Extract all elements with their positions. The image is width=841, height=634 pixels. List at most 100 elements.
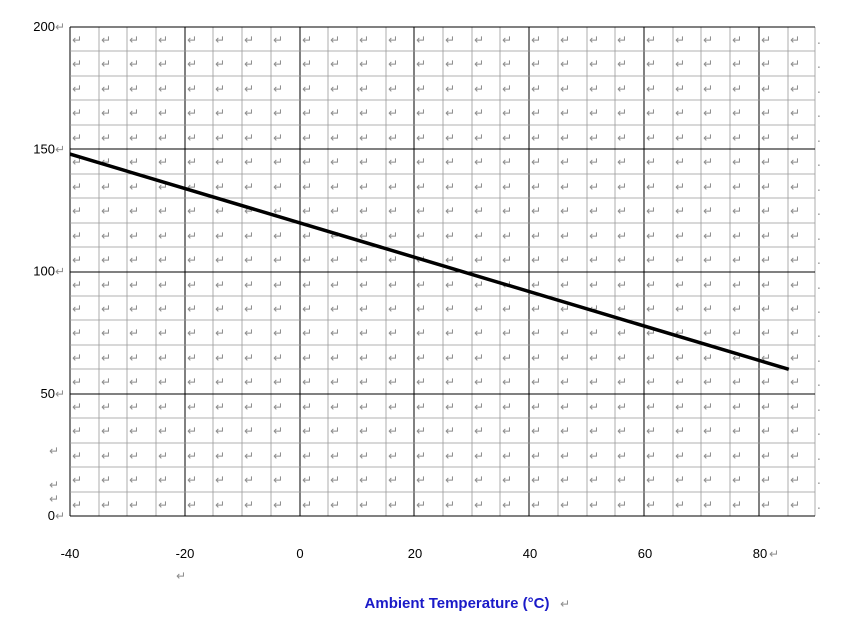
cell-return-mark: ↵ bbox=[560, 82, 570, 96]
cell-return-mark: ↵ bbox=[761, 57, 771, 71]
cell-return-mark: ↵ bbox=[388, 155, 398, 169]
cell-return-mark: ↵ bbox=[388, 131, 398, 145]
cell-return-mark: ↵ bbox=[617, 400, 627, 414]
cell-return-mark: ↵ bbox=[560, 473, 570, 487]
cell-return-mark: ↵ bbox=[158, 326, 168, 340]
cell-return-mark: ↵ bbox=[474, 424, 484, 438]
cell-return-mark: ↵ bbox=[502, 326, 512, 340]
cell-return-mark: ↵ bbox=[589, 375, 599, 389]
cell-return-mark: ↵ bbox=[761, 180, 771, 194]
cell-return-mark: ↵ bbox=[445, 351, 455, 365]
cell-return-mark: ↵ bbox=[244, 131, 254, 145]
cell-return-mark: ↵ bbox=[244, 57, 254, 71]
cell-return-mark: ↵ bbox=[474, 155, 484, 169]
cell-return-mark: ↵ bbox=[359, 278, 369, 292]
cell-return-mark: ↵ bbox=[330, 400, 340, 414]
cell-return-mark: ↵ bbox=[72, 326, 82, 340]
cell-return-mark: ↵ bbox=[302, 326, 312, 340]
cell-return-mark: ↵ bbox=[589, 498, 599, 512]
cell-return-mark: ↵ bbox=[761, 253, 771, 267]
cell-return-mark: ↵ bbox=[474, 180, 484, 194]
cell-return-mark: ↵ bbox=[129, 253, 139, 267]
cell-return-mark: ↵ bbox=[502, 131, 512, 145]
cell-return-mark: ↵ bbox=[244, 278, 254, 292]
cell-return-mark: ↵ bbox=[72, 131, 82, 145]
cell-return-mark: ↵ bbox=[617, 57, 627, 71]
cell-return-mark: ↵ bbox=[187, 400, 197, 414]
cell-return-mark: ↵ bbox=[129, 302, 139, 316]
cell-return-mark: ↵ bbox=[646, 57, 656, 71]
cell-return-mark: ↵ bbox=[589, 278, 599, 292]
cell-return-mark: ↵ bbox=[703, 131, 713, 145]
cell-return-mark: ↵ bbox=[675, 473, 685, 487]
cell-return-mark: ↵ bbox=[761, 351, 771, 365]
cell-return-mark: ↵ bbox=[502, 302, 512, 316]
cell-return-mark: ↵ bbox=[761, 473, 771, 487]
cell-return-mark: ↵ bbox=[158, 57, 168, 71]
cell-return-mark: ↵ bbox=[330, 278, 340, 292]
cell-return-mark: ↵ bbox=[187, 33, 197, 47]
cell-return-mark: ↵ bbox=[72, 33, 82, 47]
x-tick-return-mark: ↵ bbox=[769, 547, 779, 561]
cell-return-mark: ↵ bbox=[589, 155, 599, 169]
cell-return-mark: ↵ bbox=[502, 400, 512, 414]
cell-return-mark: ↵ bbox=[359, 57, 369, 71]
cell-return-mark: ↵ bbox=[129, 180, 139, 194]
cell-return-mark: ↵ bbox=[646, 473, 656, 487]
cell-return-mark: ↵ bbox=[589, 400, 599, 414]
cell-return-mark: ↵ bbox=[215, 180, 225, 194]
cell-return-mark: ↵ bbox=[416, 180, 426, 194]
cell-return-mark: ↵ bbox=[502, 106, 512, 120]
y-tick-label: 150 bbox=[33, 141, 55, 156]
cell-return-mark: ↵ bbox=[502, 33, 512, 47]
cell-return-mark: ↵ bbox=[790, 302, 800, 316]
cell-return-mark: ↵ bbox=[388, 498, 398, 512]
cell-return-mark: ↵ bbox=[474, 82, 484, 96]
cell-return-mark: ↵ bbox=[790, 473, 800, 487]
cell-return-mark: ↵ bbox=[388, 351, 398, 365]
cell-return-mark: ↵ bbox=[158, 278, 168, 292]
cell-return-mark: ↵ bbox=[474, 375, 484, 389]
cell-return-mark: ↵ bbox=[790, 375, 800, 389]
cell-return-mark: ↵ bbox=[330, 229, 340, 243]
cell-return-mark: ↵ bbox=[416, 229, 426, 243]
cell-return-mark: ↵ bbox=[273, 180, 283, 194]
cell-return-mark: ↵ bbox=[761, 131, 771, 145]
cell-return-mark: ↵ bbox=[359, 204, 369, 218]
cell-return-mark: ↵ bbox=[675, 33, 685, 47]
cell-return-mark: ↵ bbox=[617, 449, 627, 463]
cell-return-mark: ↵ bbox=[416, 278, 426, 292]
cell-return-mark: ↵ bbox=[531, 82, 541, 96]
cell-return-mark: ↵ bbox=[129, 57, 139, 71]
cell-return-mark: ↵ bbox=[732, 498, 742, 512]
cell-return-mark: ↵ bbox=[330, 82, 340, 96]
cell-return-mark: ↵ bbox=[129, 449, 139, 463]
cell-return-mark: ↵ bbox=[646, 82, 656, 96]
chart-grid bbox=[69, 26, 816, 517]
cell-return-mark: ↵ bbox=[703, 278, 713, 292]
cell-return-mark: ↵ bbox=[129, 498, 139, 512]
cell-return-mark: ↵ bbox=[215, 400, 225, 414]
cell-return-mark: ↵ bbox=[531, 302, 541, 316]
cell-return-mark: ↵ bbox=[761, 229, 771, 243]
cell-return-mark: ↵ bbox=[101, 473, 111, 487]
cell-return-mark: ↵ bbox=[72, 302, 82, 316]
cell-return-mark: ↵ bbox=[589, 302, 599, 316]
cell-return-mark: ↵ bbox=[445, 278, 455, 292]
cell-return-mark: ↵ bbox=[703, 473, 713, 487]
cell-return-mark: ↵ bbox=[589, 131, 599, 145]
cell-return-mark: ↵ bbox=[359, 82, 369, 96]
cell-return-mark: ↵ bbox=[560, 278, 570, 292]
cell-return-mark: ↵ bbox=[388, 180, 398, 194]
stray-return-mark: ↵ bbox=[49, 444, 59, 458]
cell-return-mark: ↵ bbox=[158, 351, 168, 365]
cell-return-mark: ↵ bbox=[416, 424, 426, 438]
cell-return-mark: ↵ bbox=[703, 180, 713, 194]
cell-return-mark: ↵ bbox=[215, 253, 225, 267]
cell-return-mark: ↵ bbox=[215, 424, 225, 438]
cell-return-mark: ↵ bbox=[531, 326, 541, 340]
cell-paragraph-marks: ↵ ↵ ↵ ↵ ↵ ↵ ↵ ↵ ↵ ↵ ↵ ↵ ↵ ↵ ↵ ↵ ↵ ↵ ↵ ↵ ↵ ↵ ↵ ↵ ↵ ↵ . ↵ ↵ ↵ ↵ ↵ ↵ ↵ ↵ ↵ ↵ ↵ ↵ ↵… bbox=[72, 33, 821, 512]
cell-return-mark: ↵ bbox=[617, 229, 627, 243]
cell-return-mark: ↵ bbox=[187, 375, 197, 389]
cell-return-mark: ↵ bbox=[359, 131, 369, 145]
